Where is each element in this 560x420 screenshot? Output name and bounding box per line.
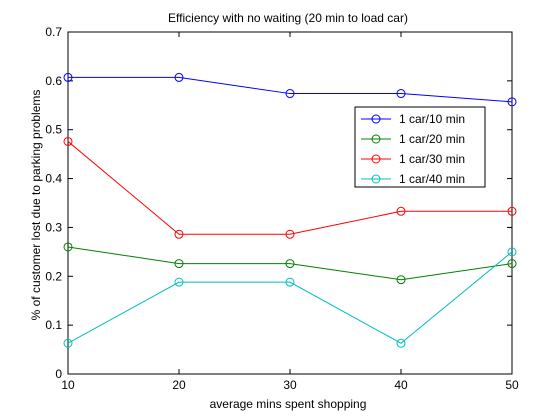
y-tick-label: 0.5: [45, 123, 62, 137]
data-point: [396, 206, 406, 216]
data-point: [507, 247, 517, 257]
legend-label: 1 car/30 min: [399, 152, 465, 166]
data-point: [396, 275, 406, 285]
data-point: [285, 259, 295, 269]
legend-box: [354, 106, 486, 188]
series-line: [67, 246, 513, 281]
data-point: [63, 72, 73, 82]
series-3: [63, 136, 517, 239]
series-layer: [63, 72, 517, 348]
x-tick-label: 20: [172, 378, 186, 392]
legend-item: 1 car/40 min: [361, 172, 465, 186]
data-point: [285, 229, 295, 239]
legend-marker: [371, 134, 381, 144]
data-point: [174, 259, 184, 269]
data-point: [507, 97, 517, 107]
data-point: [396, 338, 406, 348]
x-tick-label: 10: [61, 378, 75, 392]
y-tick-label: 0.1: [45, 318, 62, 332]
data-point: [507, 206, 517, 216]
data-point: [285, 89, 295, 99]
y-tick-label: 0.6: [45, 74, 62, 88]
data-point: [507, 259, 517, 269]
y-tick-label: 0.4: [45, 172, 62, 186]
chart-title: Efficiency with no waiting (20 min to lo…: [168, 11, 408, 25]
x-axis-label: average mins spent shopping: [210, 397, 367, 411]
legend: 1 car/10 min 1 car/20 min 1 car/30 min 1 ca…: [354, 106, 486, 188]
y-tick-label: 0.3: [45, 220, 62, 234]
series-line: [68, 76, 513, 103]
y-tick-label: 0: [55, 367, 62, 381]
plot-area: [67, 31, 513, 375]
data-point: [174, 229, 184, 239]
data-point: [396, 89, 406, 99]
series-line: [67, 251, 513, 344]
series-2: [63, 242, 517, 285]
legend-item: 1 car/30 min: [361, 152, 465, 166]
data-point: [63, 242, 73, 252]
data-point: [285, 277, 295, 287]
data-point: [174, 277, 184, 287]
data-point: [63, 338, 73, 348]
series-4: [63, 247, 517, 348]
legend-label: 1 car/40 min: [399, 172, 465, 186]
series-1: [63, 72, 517, 107]
series-line: [67, 141, 512, 235]
y-axis-label: % of customer lost due to parking proble…: [29, 90, 43, 321]
data-point: [63, 136, 73, 146]
legend-marker: [371, 174, 381, 184]
axis-ticks: 10 20 30 40 50 0 0.1 0.2 0.3 0.4 0.5 0.6 0.7: [45, 25, 519, 392]
data-point: [174, 72, 184, 82]
legend-marker: [371, 114, 381, 124]
legend-label: 1 car/10 min: [399, 112, 465, 126]
y-tick-label: 0.7: [45, 25, 62, 39]
legend-label: 1 car/20 min: [399, 132, 465, 146]
x-tick-label: 40: [394, 378, 408, 392]
legend-item: 1 car/10 min: [361, 112, 465, 126]
x-tick-label: 50: [505, 378, 519, 392]
x-tick-label: 30: [283, 378, 297, 392]
legend-marker: [371, 154, 381, 164]
legend-item: 1 car/20 min: [361, 132, 465, 146]
y-tick-label: 0.2: [45, 269, 62, 283]
